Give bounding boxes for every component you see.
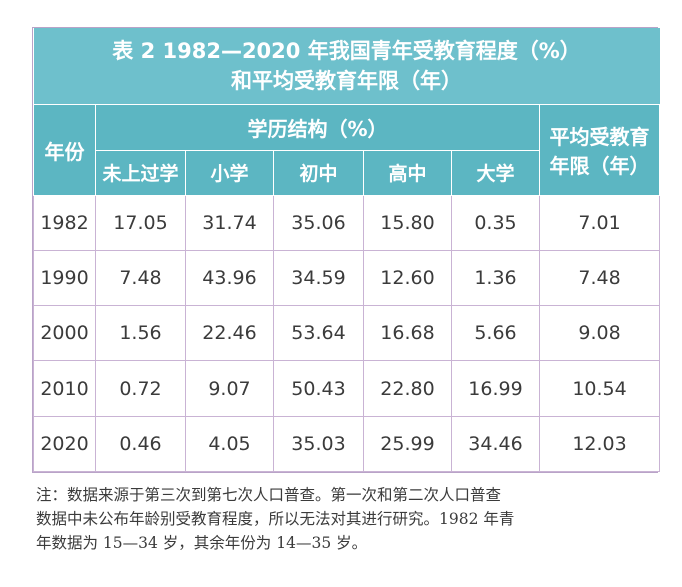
table-row: 2010 0.72 9.07 50.43 22.80 16.99 10.54 [33,360,661,417]
education-table: 表 2 1982—2020 年我国青年受教育程度（%） 和平均受教育年限（年） … [33,28,661,473]
cell-junior-middle: 34.59 [273,249,364,307]
cell-university: 1.36 [451,249,540,307]
table-row: 2020 0.46 4.05 35.03 25.99 34.46 12.03 [33,415,661,473]
cell-primary: 4.05 [185,415,274,473]
note-line-1: 注：数据来源于第三次到第七次人口普查。第一次和第二次人口普查 [36,486,502,504]
cell-university: 5.66 [451,305,540,362]
cell-university: 0.35 [451,194,540,251]
cell-average-years: 7.48 [538,249,661,307]
header-junior-middle: 初中 [273,149,364,196]
cell-primary: 43.96 [185,249,274,307]
table-title-line-1: 表 2 1982—2020 年我国青年受教育程度（%） [112,39,581,64]
cell-senior-high: 22.80 [363,360,452,417]
cell-senior-high: 15.80 [363,194,452,251]
education-table-container: 表 2 1982—2020 年我国青年受教育程度（%） 和平均受教育年限（年） … [32,27,661,473]
table-title-line-2: 和平均受教育年限（年） [231,69,463,94]
cell-year: 2020 [33,415,96,473]
header-average-years-line-2: 年限（年） [549,154,650,179]
cell-senior-high: 12.60 [363,249,452,307]
note-line-3: 年数据为 15—34 岁，其余年份为 14—35 岁。 [36,534,368,552]
cell-senior-high: 25.99 [363,415,452,473]
cell-primary: 22.46 [185,305,274,362]
cell-junior-middle: 50.43 [273,360,364,417]
cell-university: 34.46 [451,415,540,473]
cell-average-years: 12.03 [538,415,661,473]
cell-no-schooling: 1.56 [95,305,186,362]
cell-junior-middle: 35.06 [273,194,364,251]
table-note: 注：数据来源于第三次到第七次人口普查。第一次和第二次人口普查 数据中未公布年龄别… [36,483,664,555]
cell-junior-middle: 53.64 [273,305,364,362]
cell-university: 16.99 [451,360,540,417]
table-title: 表 2 1982—2020 年我国青年受教育程度（%） 和平均受教育年限（年） [33,28,660,105]
cell-average-years: 10.54 [538,360,661,417]
cell-senior-high: 16.68 [363,305,452,362]
cell-year: 2010 [33,360,96,417]
header-university: 大学 [451,149,540,196]
cell-average-years: 7.01 [538,194,661,251]
cell-no-schooling: 17.05 [95,194,186,251]
table-row: 1990 7.48 43.96 34.59 12.60 1.36 7.48 [33,249,661,307]
header-year: 年份 [33,104,96,196]
cell-primary: 9.07 [185,360,274,417]
cell-year: 2000 [33,305,96,362]
cell-no-schooling: 0.46 [95,415,186,473]
table-row: 1982 17.05 31.74 35.06 15.80 0.35 7.01 [33,194,661,251]
header-education-structure: 学历结构（%） [95,104,540,151]
header-average-years: 平均受教育 年限（年） [538,104,661,196]
cell-year: 1990 [33,249,96,307]
cell-average-years: 9.08 [538,305,661,362]
cell-junior-middle: 35.03 [273,415,364,473]
cell-no-schooling: 0.72 [95,360,186,417]
header-primary: 小学 [185,149,274,196]
note-line-2: 数据中未公布年龄别受教育程度，所以无法对其进行研究。1982 年青 [36,510,515,528]
header-no-schooling: 未上过学 [95,149,186,196]
cell-year: 1982 [33,194,96,251]
table-row: 2000 1.56 22.46 53.64 16.68 5.66 9.08 [33,305,661,362]
header-average-years-line-1: 平均受教育 [549,125,650,150]
header-senior-high: 高中 [363,149,452,196]
cell-primary: 31.74 [185,194,274,251]
cell-no-schooling: 7.48 [95,249,186,307]
